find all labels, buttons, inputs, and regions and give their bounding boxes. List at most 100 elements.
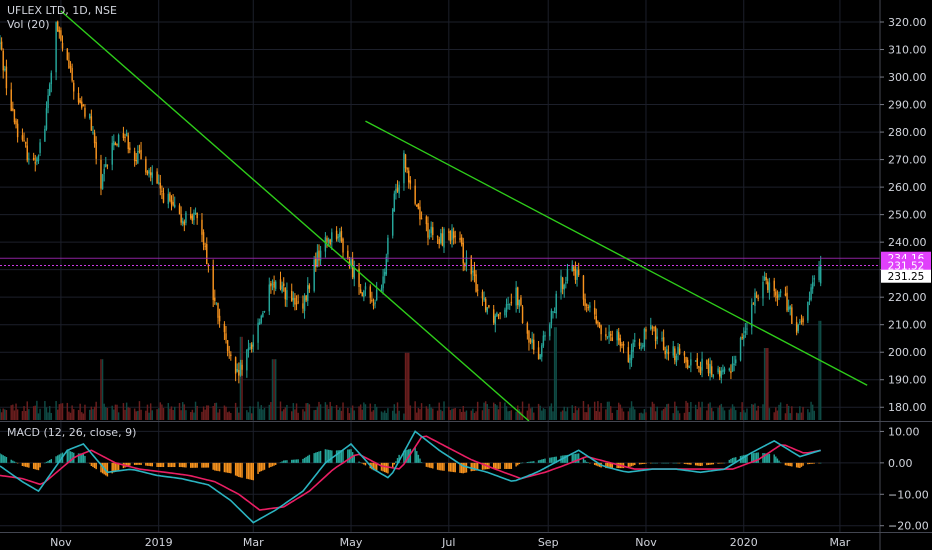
volume-bar (539, 405, 541, 420)
candle-body (440, 233, 442, 243)
macd-histogram-bar (393, 462, 396, 465)
macd-histogram-bar (12, 460, 14, 463)
volume-bar (218, 409, 221, 420)
price-tick-label: 260.00 (888, 181, 927, 194)
volume-bar (521, 401, 524, 420)
candle-body (122, 132, 125, 138)
candle-body (307, 285, 309, 301)
candle-body (698, 366, 700, 368)
candle-body (634, 340, 636, 342)
macd-histogram-bar (810, 462, 812, 464)
volume-bar (549, 406, 551, 420)
candle-body (768, 282, 771, 293)
volume-bar (752, 404, 755, 420)
macd-histogram-bar (807, 462, 809, 465)
candle-body (39, 142, 41, 153)
volume-bar (778, 404, 780, 420)
candle-body (611, 337, 614, 341)
volume-bar (677, 410, 679, 420)
volume-bar (789, 413, 791, 420)
macd-histogram-bar (722, 462, 724, 464)
candle-body (157, 182, 160, 184)
candle-body (494, 315, 497, 325)
candle-body (226, 340, 229, 351)
macd-histogram-bar (464, 462, 466, 473)
volume-bar (303, 411, 306, 420)
candle-body (672, 346, 674, 356)
candle-body (249, 347, 251, 349)
candle-body (196, 212, 198, 219)
macd-histogram-bar (226, 462, 229, 473)
candle-body (303, 296, 306, 311)
volume-bar (598, 411, 601, 420)
macd-histogram-bar (518, 462, 521, 465)
macd-histogram-bar (307, 455, 309, 463)
macd-histogram-bar (460, 462, 463, 474)
macd-histogram-bar (688, 462, 690, 465)
macd-histogram-bar (225, 462, 227, 473)
macd-histogram-bar (279, 462, 282, 463)
macd-histogram-bar (775, 456, 777, 463)
candle-body (385, 256, 388, 275)
candle-body (800, 320, 803, 322)
volume-bar (111, 405, 113, 420)
macd-histogram-bar (263, 462, 266, 470)
volume-bar (169, 408, 171, 420)
volume-bar (606, 401, 609, 420)
macd-histogram-bar (77, 453, 80, 463)
candle-body (260, 315, 262, 323)
volume-bar (425, 406, 428, 420)
volume-bar (550, 403, 553, 420)
macd-histogram-bar (178, 462, 181, 468)
volume-bar (319, 404, 322, 420)
candle-body (116, 143, 118, 146)
candle-body (589, 305, 591, 308)
macd-histogram-bar (58, 454, 61, 463)
volume-bar (191, 409, 194, 420)
volume-bar (55, 401, 57, 420)
candle-body (295, 303, 298, 305)
volume-bar (214, 403, 216, 420)
macd-histogram-bar (698, 462, 700, 466)
volume-bar (537, 403, 540, 420)
volume-bar (627, 411, 630, 420)
volume-bar (531, 407, 533, 420)
volume-bar (438, 402, 440, 420)
candle-body (182, 221, 184, 224)
candle-body (194, 213, 197, 215)
candle-body (10, 89, 12, 111)
candle-body (103, 168, 105, 175)
volume-bar (207, 405, 210, 420)
volume-bar (170, 406, 173, 420)
volume-bar (597, 401, 599, 420)
candle-body (507, 304, 509, 306)
macd-histogram-bar (157, 462, 160, 467)
candle-body (382, 276, 384, 289)
macd-histogram-bar (720, 462, 723, 464)
candle-body (755, 295, 758, 298)
candle-body (791, 307, 793, 324)
volume-bar (494, 404, 497, 420)
macd-tick-label: −20.00 (888, 520, 929, 533)
candle-body (284, 287, 287, 300)
macd-histogram-bar (100, 462, 102, 473)
candle-body (473, 270, 476, 277)
volume-bar (146, 404, 149, 420)
volume-bar (73, 409, 75, 420)
candle-body (32, 157, 35, 161)
candle-body (542, 335, 545, 346)
candle-body (484, 298, 487, 311)
volume-bar (60, 403, 62, 420)
volume-bar (167, 403, 170, 420)
volume-bar (484, 401, 487, 420)
volume-bar (799, 406, 801, 420)
time-tick-label: Sep (538, 536, 559, 549)
macd-histogram-bar (653, 462, 655, 464)
macd-histogram-bar (584, 460, 586, 463)
candle-body (159, 182, 162, 189)
candle-body (258, 322, 261, 325)
candle-body (23, 140, 25, 142)
macd-histogram-bar (297, 459, 299, 463)
candle-body (403, 152, 405, 184)
macd-pane (0, 430, 822, 524)
